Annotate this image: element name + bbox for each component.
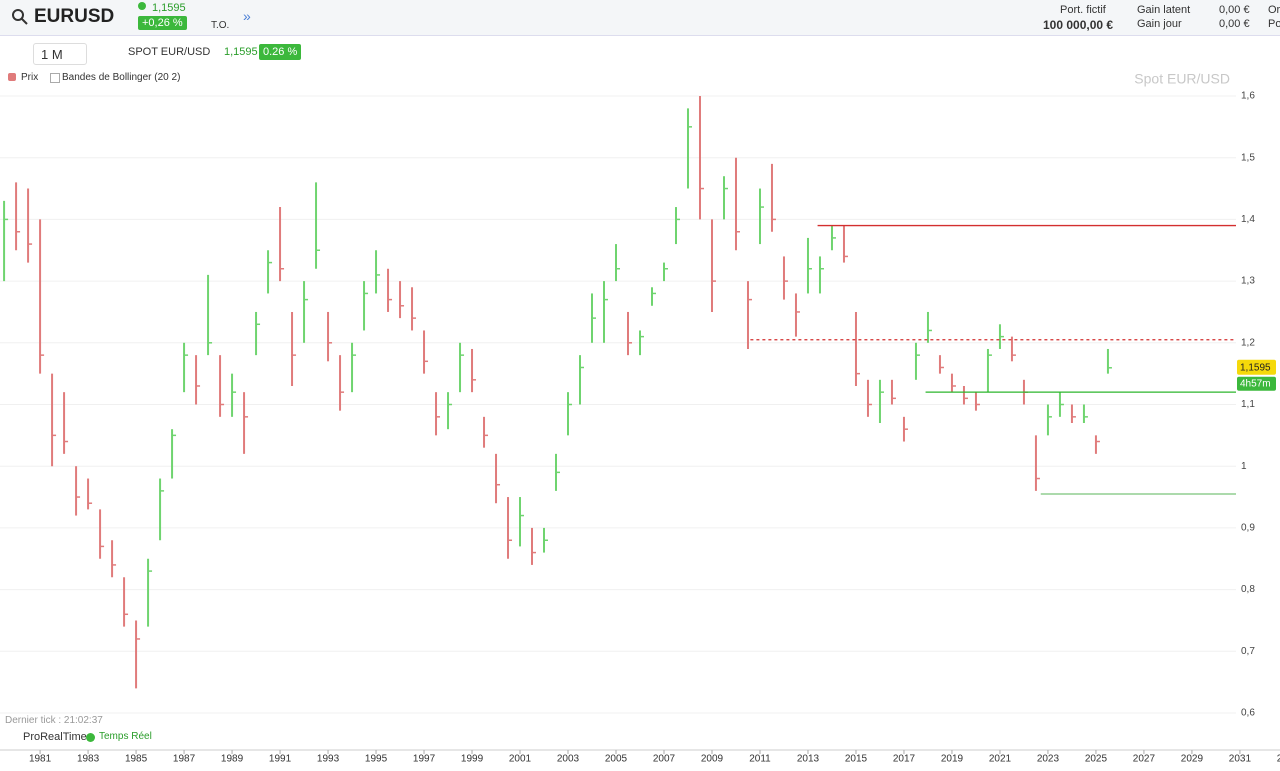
price: 1,1595	[152, 2, 186, 14]
y-tick-label: 1,2	[1241, 337, 1255, 348]
y-tick-label: 1,5	[1241, 152, 1255, 163]
x-tick-label: 1995	[365, 754, 388, 765]
x-tick-label: 2003	[557, 754, 580, 765]
x-tick-label: 1989	[221, 754, 244, 765]
x-tick-label: 2021	[989, 754, 1012, 765]
last-tick: Dernier tick : 21:02:37	[5, 715, 103, 726]
change: +0,26 %	[138, 16, 187, 30]
x-tick-label: 2029	[1181, 754, 1204, 765]
latent-value: 0,00 €	[1219, 4, 1250, 16]
y-tick-label: 0,7	[1241, 646, 1255, 657]
toolbar-change: 0.26 %	[259, 44, 302, 60]
realtime-dot	[86, 733, 95, 742]
day-label: Gain jour	[1137, 18, 1182, 30]
x-tick-label: 2017	[893, 754, 916, 765]
brand: ProRealTime	[23, 731, 87, 743]
price-tag: 1,1595	[1240, 362, 1271, 373]
cut-label: Or	[1268, 4, 1280, 16]
y-tick-label: 1,1	[1241, 399, 1255, 410]
x-tick-label: 1981	[29, 754, 52, 765]
expand[interactable]: »	[243, 8, 251, 24]
timer: 4h57m	[1240, 378, 1271, 389]
x-tick-label: 2027	[1133, 754, 1156, 765]
x-tick-label: 1997	[413, 754, 436, 765]
portfolio-value: 100 000,00 €	[1043, 18, 1114, 32]
legend-price[interactable]: Prix	[21, 72, 39, 83]
legend-checkbox[interactable]	[50, 73, 60, 83]
x-tick-label: 1999	[461, 754, 484, 765]
cut-label: Po	[1268, 18, 1280, 30]
x-tick-label: 2009	[701, 754, 724, 765]
y-tick-label: 1,6	[1241, 91, 1255, 102]
period: 1 M	[41, 47, 63, 62]
symbol[interactable]: EURUSD	[34, 6, 115, 27]
x-tick-label: 1983	[77, 754, 100, 765]
realtime: Temps Réel	[99, 731, 152, 742]
x-tick-label: 2005	[605, 754, 628, 765]
x-tick-label: 2011	[749, 754, 771, 765]
y-tick-label: 0,8	[1241, 584, 1255, 595]
x-tick-label: 1993	[317, 754, 340, 765]
y-tick-label: 0,6	[1241, 708, 1255, 719]
x-tick-label: 2007	[653, 754, 676, 765]
toolbar-price: 1,1595	[224, 46, 258, 58]
x-tick-label: 2013	[797, 754, 820, 765]
x-tick-label: 2001	[509, 754, 532, 765]
legend-bollinger[interactable]: Bandes de Bollinger (20 2)	[62, 72, 181, 83]
search-icon[interactable]	[12, 9, 28, 25]
y-tick-label: 1	[1241, 461, 1247, 472]
x-tick-label: 1991	[269, 754, 292, 765]
y-tick-label: 0,9	[1241, 523, 1255, 534]
watermark: Spot EUR/USD	[1134, 71, 1230, 87]
x-tick-label: 2031	[1229, 754, 1252, 765]
x-tick-label: 2025	[1085, 754, 1108, 765]
x-tick-label: 1987	[173, 754, 196, 765]
latent-label: Gain latent	[1137, 4, 1191, 16]
legend-swatch	[8, 73, 16, 81]
order-button[interactable]: T.O.	[211, 20, 230, 31]
instrument: SPOT EUR/USD	[128, 46, 211, 58]
status-dot	[138, 2, 146, 10]
period-select[interactable]: 1 M	[33, 43, 87, 65]
price-tag-box	[1237, 359, 1276, 375]
timer-box	[1237, 376, 1276, 391]
header: EURUSD 1,1595 +0,26 % T.O. » Port. ficti…	[0, 0, 1280, 36]
x-tick-label: 2023	[1037, 754, 1060, 765]
portfolio-label: Port. fictif	[1060, 4, 1106, 16]
x-tick-label: 2019	[941, 754, 964, 765]
x-tick-label: 2033	[1277, 754, 1280, 765]
day-value: 0,00 €	[1219, 18, 1250, 30]
y-tick-label: 1,3	[1241, 276, 1255, 287]
y-tick-label: 1,4	[1241, 214, 1255, 225]
x-tick-label: 2015	[845, 754, 868, 765]
x-tick-label: 1985	[125, 754, 148, 765]
